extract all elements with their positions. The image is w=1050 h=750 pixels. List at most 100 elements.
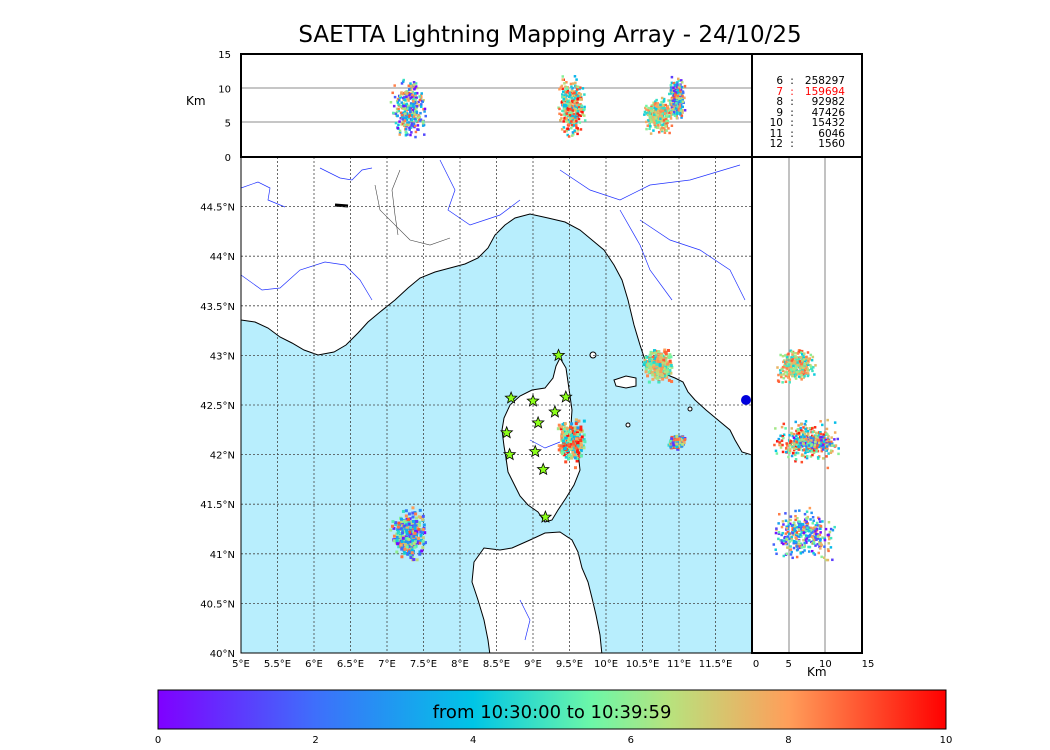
source-point-top (683, 96, 686, 100)
source-point (397, 545, 401, 549)
source-point-right (809, 540, 813, 544)
colorbar-tick-label: 8 (785, 735, 791, 746)
source-point-right (789, 553, 793, 556)
source-point-right (827, 435, 830, 438)
source-point-right (802, 373, 805, 376)
source-point (408, 539, 412, 543)
source-point-top (411, 98, 415, 101)
source-point-top (404, 131, 408, 134)
source-point-right (826, 418, 829, 422)
source-point-right (792, 524, 795, 527)
source-point (570, 426, 574, 430)
source-point-top (661, 106, 664, 110)
source-point-right (782, 433, 786, 436)
source-point-right (803, 530, 807, 534)
source-point-right (788, 451, 791, 455)
source-point-top (669, 84, 673, 87)
source-point-right (806, 369, 809, 372)
source-point-right (823, 537, 827, 541)
source-point-top (678, 105, 681, 108)
source-point-right (810, 531, 813, 535)
source-point (571, 448, 575, 452)
source-point (400, 540, 404, 544)
source-point-right (817, 517, 821, 521)
source-point-right (790, 366, 794, 370)
source-point (670, 437, 674, 441)
source-point (394, 523, 398, 527)
source-point-top (673, 95, 677, 99)
source-point-top (673, 83, 676, 87)
stat-value: 159694 (804, 85, 845, 98)
source-point-top (652, 113, 656, 116)
source-point (402, 519, 406, 523)
source-point-right (803, 358, 806, 361)
source-point (399, 543, 403, 547)
source-point-top (676, 108, 679, 112)
source-point-right (821, 423, 824, 427)
source-point-top (643, 110, 647, 114)
source-point-right (802, 526, 806, 529)
lon-tick-label: 6°E (305, 659, 323, 670)
source-point-right (791, 434, 795, 438)
source-point (570, 422, 574, 426)
source-point-top (662, 97, 666, 101)
source-point-right (784, 540, 788, 543)
source-point (417, 523, 421, 527)
source-point-right (831, 558, 834, 562)
source-point-right (808, 357, 812, 361)
top-alt-tick-label: 15 (218, 50, 231, 61)
source-point-right (818, 538, 822, 541)
source-point (572, 432, 576, 436)
source-point-top (570, 126, 573, 130)
source-point (417, 528, 421, 532)
lon-tick-label: 9.5°E (556, 659, 583, 670)
source-point-right (799, 356, 802, 359)
source-point-right (798, 545, 801, 548)
source-point-top (415, 105, 419, 108)
lat-tick-labels: 40°N 40.5°N 41°N 41.5°N 42°N 42.5°N 43°N 43.5°N… (200, 203, 235, 660)
source-point-right (813, 426, 817, 429)
source-point (421, 539, 425, 543)
source-point (568, 453, 572, 457)
source-point-right (783, 359, 786, 362)
source-point (423, 531, 427, 535)
source-point (563, 447, 567, 451)
source-point (565, 427, 569, 431)
source-point-top (567, 109, 571, 113)
source-point-right (828, 442, 832, 445)
source-point (644, 370, 648, 374)
source-point-right (806, 357, 810, 361)
top-alt-unit: Km (186, 94, 206, 108)
source-point-right (788, 365, 791, 369)
source-point-right (792, 367, 795, 370)
source-point-right (785, 444, 789, 447)
source-point (414, 516, 418, 520)
source-point-right (806, 429, 810, 433)
source-point-top (575, 78, 578, 81)
stat-row: 6:258297 (756, 76, 856, 87)
source-point-top (674, 92, 677, 95)
source-point-right (805, 525, 809, 528)
source-point (576, 450, 580, 454)
source-point-right (827, 542, 831, 545)
source-point (397, 523, 401, 527)
source-point-right (818, 438, 822, 442)
source-point-right (795, 532, 799, 536)
source-point-right (781, 369, 785, 373)
source-point-top (654, 116, 658, 119)
source-point-right (781, 443, 784, 447)
source-point (648, 357, 652, 361)
source-point-top (570, 120, 573, 123)
source-point-top (681, 100, 685, 103)
source-point-right (813, 443, 817, 447)
source-point (680, 444, 684, 448)
source-point-top (658, 107, 661, 110)
source-point-top (560, 128, 564, 131)
source-point-right (821, 457, 825, 460)
source-point (683, 438, 687, 442)
source-point (669, 439, 673, 443)
source-point-right (807, 445, 811, 448)
source-point-right (787, 369, 791, 372)
source-point-right (805, 455, 809, 458)
source-point-top (678, 84, 681, 87)
